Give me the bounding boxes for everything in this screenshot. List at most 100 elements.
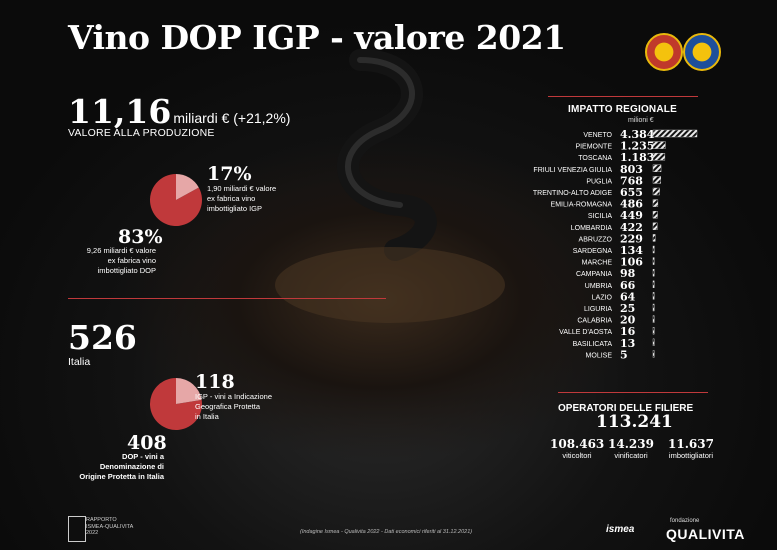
value-label: 13 xyxy=(620,337,635,350)
category-label: FRIULI VENEZIA GIULIA xyxy=(533,167,612,174)
operators-top-rule xyxy=(558,392,708,393)
dop-logo-icon xyxy=(645,33,683,71)
value-label: 64 xyxy=(620,290,636,303)
bar xyxy=(652,292,655,300)
category-label: MOLISE xyxy=(586,352,613,359)
operators-total: 113.241 xyxy=(596,412,673,432)
igp-count: 118 xyxy=(195,371,235,393)
operators-item: 14.239 vinificatori xyxy=(608,437,654,460)
report-label: RAPPORTO ISMEA-QUALIVITA 2022 xyxy=(86,517,134,536)
value-label: 5 xyxy=(620,348,628,361)
chart-title: IMPATTO REGIONALE xyxy=(568,104,677,115)
value-label: 1.183 xyxy=(620,151,654,164)
bar xyxy=(652,326,655,335)
bar xyxy=(652,280,655,289)
value-label: 229 xyxy=(620,232,643,245)
operators-item: 108.463 viticoltori xyxy=(550,437,605,460)
category-label: BASILICATA xyxy=(573,341,613,348)
operators-title: OPERATORI DELLE FILIERE xyxy=(558,403,694,414)
regional-bar-chart: VENETO 4.384 PIEMONTE 1.235 TOSCANA 1.183 FRIU… xyxy=(533,128,698,361)
bar xyxy=(652,187,660,196)
igp-value-note: 1,90 miliardi € valore ex fabrica vino i… xyxy=(207,184,277,213)
value-split-pie xyxy=(150,174,202,226)
bar xyxy=(652,268,655,277)
production-unit: miliardi € (+21,2%) xyxy=(173,110,291,126)
operators-item: 11.637 imbottigliatori xyxy=(668,437,714,460)
value-label: 449 xyxy=(620,209,643,222)
value-label: 134 xyxy=(620,244,643,257)
category-label: LAZIO xyxy=(592,294,613,301)
category-label: SICILIA xyxy=(588,213,612,220)
bar xyxy=(652,303,655,312)
category-label: MARCHE xyxy=(582,260,613,267)
category-label: CALABRIA xyxy=(577,318,612,325)
category-label: PUGLIA xyxy=(586,178,612,185)
page-title: Vino DOP IGP - valore 2021 xyxy=(68,18,566,57)
igp-count-note: IGP - vini a Indicazione Geografica Prot… xyxy=(195,392,272,421)
value-label: 4.384 xyxy=(620,128,655,141)
bar xyxy=(652,315,655,323)
value-label: 655 xyxy=(620,186,643,199)
products-split-pie xyxy=(150,378,202,430)
bar xyxy=(652,176,661,184)
bar xyxy=(652,141,666,149)
value-label: 106 xyxy=(620,256,643,269)
dop-count-note: DOP - vini a Denominazione di Origine Pr… xyxy=(79,452,164,481)
bar xyxy=(652,164,662,172)
dop-value-note: 9,26 miliardi € valore ex fabrica vino i… xyxy=(86,246,156,275)
value-label: 422 xyxy=(620,221,643,234)
category-label: VENETO xyxy=(583,132,612,139)
dop-count: 408 xyxy=(127,432,167,454)
chart-unit: milioni € xyxy=(628,117,654,124)
category-label: UMBRIA xyxy=(585,283,613,290)
category-label: LOMBARDIA xyxy=(571,225,613,232)
bar xyxy=(652,153,666,161)
bar xyxy=(652,234,656,242)
qualivita-logo: QUALIVITA xyxy=(666,526,745,542)
bar xyxy=(652,210,658,219)
igp-share-pct: 17% xyxy=(207,163,252,185)
value-label: 1.235 xyxy=(620,140,654,153)
production-label: VALORE ALLA PRODUZIONE xyxy=(68,127,215,139)
value-label: 66 xyxy=(620,279,636,292)
fondazione-label: fondazione xyxy=(670,518,700,524)
value-label: 98 xyxy=(620,267,636,280)
production-number: 11,16 xyxy=(68,92,172,131)
dop-share-pct: 83% xyxy=(118,226,163,248)
production-value: 11,16 miliardi € (+21,2%) xyxy=(68,92,290,131)
category-label: VALLE D'AOSTA xyxy=(559,329,612,336)
value-label: 25 xyxy=(620,302,635,315)
value-label: 16 xyxy=(620,325,636,338)
category-label: SARDEGNA xyxy=(573,248,613,255)
category-label: PIEMONTE xyxy=(575,144,612,151)
value-label: 768 xyxy=(620,174,643,187)
category-label: CAMPANIA xyxy=(576,271,612,278)
bar xyxy=(652,257,655,265)
category-label: EMILIA-ROMAGNA xyxy=(551,202,613,209)
pie-slice-igp xyxy=(176,174,199,200)
category-label: TOSCANA xyxy=(578,155,612,162)
bar xyxy=(652,129,698,138)
ismea-logo: ismea xyxy=(606,524,635,535)
products-total-label: Italia xyxy=(68,356,91,368)
value-label: 486 xyxy=(620,198,643,211)
igp-logo-icon xyxy=(683,33,721,71)
value-label: 803 xyxy=(620,163,643,176)
bar xyxy=(652,350,655,358)
category-label: LIGURIA xyxy=(584,306,612,313)
bar xyxy=(652,245,655,254)
bar xyxy=(652,199,659,207)
category-label: TRENTINO-ALTO ADIGE xyxy=(533,190,612,197)
report-logo-icon xyxy=(68,516,86,542)
data-source-note: (Indagine Ismea - Qualivita 2022 - Dati … xyxy=(300,529,473,535)
pie-slice-igp xyxy=(176,378,202,404)
bar xyxy=(652,338,655,347)
products-total: 526 xyxy=(68,318,137,357)
value-label: 20 xyxy=(620,314,636,327)
section-divider xyxy=(68,298,386,299)
chart-top-rule xyxy=(548,96,698,97)
category-label: ABRUZZO xyxy=(579,236,613,243)
bar xyxy=(652,222,658,231)
